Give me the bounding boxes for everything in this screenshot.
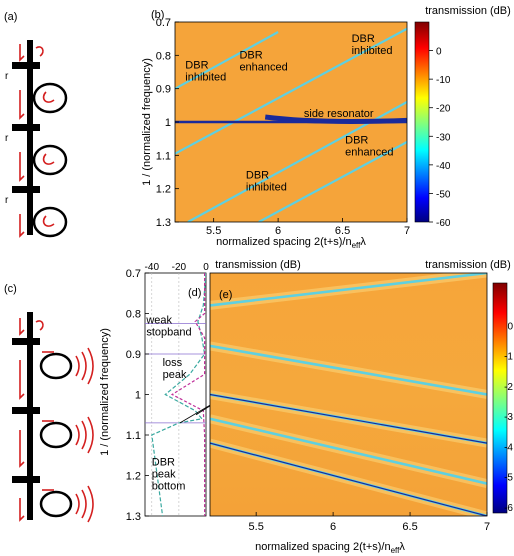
cbtick-b-2: -20 [436,104,451,115]
line-d-1 [170,273,206,516]
colorbar-title-e: transmission (dB) [425,259,511,271]
annotation-b-5: DBR inhibited [246,170,287,194]
xtick-e-2: 6.5 [402,521,417,533]
colorbar-e [492,282,508,514]
ytick-d-1: 0.8 [126,309,141,321]
line-d-0 [151,273,206,516]
r-label-3: r [5,195,9,206]
panel-label-e: (e) [219,289,232,301]
line-e-0 [210,273,487,307]
cbtick-e-1: -1 [504,352,513,363]
ytick-b-0: 0.7 [156,17,171,29]
cbtick-e-3: -3 [504,412,513,423]
ytick-b-2: 0.9 [156,84,171,96]
chart-e: (e) 5.5 6 6.5 7 normalized spacing 2(t+s)/n… [209,259,513,555]
schematic-a: (a) r r r [4,11,68,238]
panel-label-b: (b) [151,9,164,21]
xlabel-b: normalized spacing 2(t+s)/neffλ [216,236,366,250]
line-e-3 [210,417,487,485]
colorbar-title-b: transmission (dB) [425,5,511,17]
annotation-d-3: DBR peak bottom [152,456,186,492]
ytick-d-0: 0.7 [126,268,141,280]
annotation-b-2: DBR inhibited [352,33,393,57]
xtick-b-0: 5.5 [206,225,221,237]
ytick-d-3: 1 [135,390,141,402]
panel-label-d: (d) [188,287,201,299]
cbtick-e-2: -2 [504,382,513,393]
chart-b: (b) 0.7 0.8 0.9 1 1.1 1.2 1.3 5.5 6 6.5 7 DBR inhi… [141,5,511,250]
annotation-b-0: DBR inhibited [185,60,226,84]
annotation-b-4: DBR enhanced [345,135,393,159]
ytick-b-6: 1.3 [156,217,171,229]
annotation-b-3: side resonator [304,108,374,120]
xtick-d-0: -40 [145,262,160,273]
annotation-d-0: weak stopband [145,315,191,339]
heatmap-e-background [210,273,487,516]
line-b-2 [258,141,407,222]
ytick-b-5: 1.2 [156,184,171,196]
ylabel-b: 1 / (normalized frequency) [141,58,153,186]
schematic-c: (c) [4,283,94,523]
r-label-2: r [5,133,9,144]
xtick-d-1: -20 [172,262,187,273]
r-label-1: r [5,71,9,82]
ytick-b-1: 0.8 [156,50,171,62]
panel-label-c: (c) [4,283,17,295]
ytick-d-6: 1.3 [126,511,141,523]
xtick-e-1: 6 [330,521,336,533]
xtick-b-1: 6 [275,225,281,237]
xtick-e-3: 7 [484,521,490,533]
d-title: transmission (dB) [215,259,301,271]
ytick-b-4: 1.1 [156,150,171,162]
cbtick-e-6: -6 [504,503,513,514]
line-b-resonance [264,114,407,124]
line-b-3 [175,31,279,90]
xlabel-e: normalized spacing 2(t+s)/neffλ [255,541,405,555]
cbtick-b-3: -30 [436,132,451,143]
ytick-d-5: 1.2 [126,471,141,483]
annotation-b-1: DBR enhanced [239,50,287,74]
ylabel-e: 1 / (normalized frequency) [99,328,111,456]
cbtick-e-0: 0 [507,321,513,332]
ytick-d-4: 1.1 [126,430,141,442]
cbtick-e-5: -5 [504,473,513,484]
annotation-d-1: loss peak [163,357,187,381]
panel-label-a: (a) [4,11,17,23]
xtick-e-0: 5.5 [249,521,264,533]
cbtick-b-6: -60 [436,218,451,229]
cbtick-b-1: -10 [436,75,451,86]
ytick-d-2: 0.9 [126,349,141,361]
xtick-d-2: 0 [203,262,209,273]
xtick-b-3: 7 [404,225,410,237]
colorbar-b [414,21,430,223]
cbtick-b-5: -50 [436,189,451,200]
line-b-0 [175,27,407,155]
ytick-b-3: 1 [165,117,171,129]
xtick-b-2: 6.5 [335,225,350,237]
cbtick-e-4: -4 [504,442,513,453]
line-e-1 [210,344,487,396]
cbtick-b-0: 0 [436,47,442,58]
cbtick-b-4: -40 [436,161,451,172]
